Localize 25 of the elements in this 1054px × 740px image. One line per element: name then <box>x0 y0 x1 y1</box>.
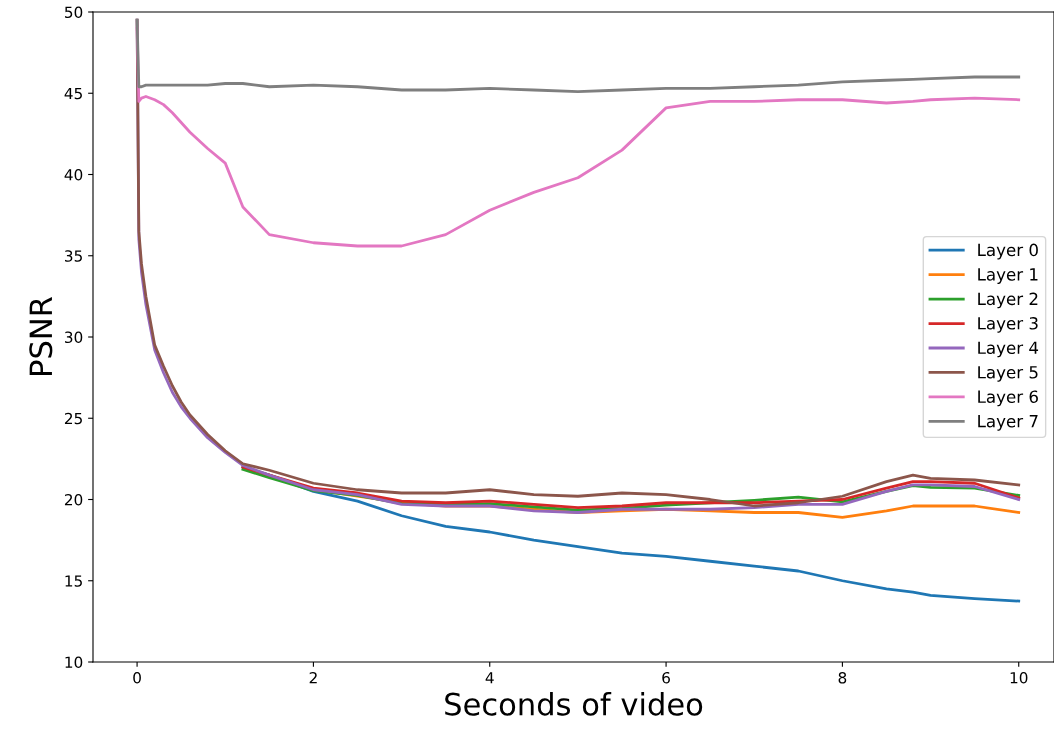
legend-label: Layer 4 <box>978 341 1039 358</box>
x-tick-label: 4 <box>485 672 494 684</box>
y-tick-label: 15 <box>65 575 82 587</box>
y-tick-label: 30 <box>65 331 83 344</box>
y-tick-label: 45 <box>64 87 82 100</box>
x-axis-title: Seconds of video <box>445 692 703 716</box>
x-tick-label: 8 <box>838 671 847 684</box>
x-tick-label: 10 <box>1010 671 1028 684</box>
legend-label: Layer 3 <box>978 317 1038 333</box>
legend-label: Layer 7 <box>978 415 1038 431</box>
legend-label: Layer 6 <box>978 390 1038 407</box>
x-tick-label: 2 <box>309 671 317 684</box>
y-tick-label: 10 <box>65 656 83 669</box>
legend-label: Layer 2 <box>978 292 1038 309</box>
y-tick-label: 50 <box>65 6 83 19</box>
legend-label: Layer 1 <box>978 268 1038 284</box>
y-tick-label: 20 <box>64 493 83 506</box>
y-axis-title: PSNR <box>29 296 53 375</box>
x-tick-label: 6 <box>662 671 670 684</box>
y-tick-label: 40 <box>64 168 83 181</box>
legend-label: Layer 5 <box>978 366 1038 382</box>
x-tick-label: 0 <box>133 671 141 684</box>
y-tick-label: 35 <box>65 250 82 262</box>
legend-label: Layer 0 <box>978 243 1038 260</box>
y-tick-label: 25 <box>64 412 82 425</box>
